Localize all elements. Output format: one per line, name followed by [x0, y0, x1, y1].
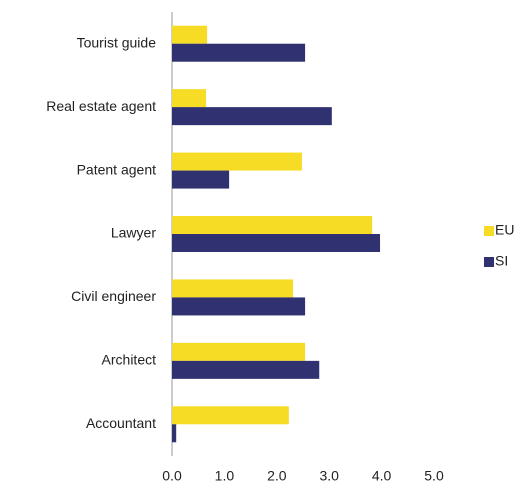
x-tick-label: 2.0	[267, 468, 287, 484]
bar	[172, 406, 289, 425]
legend-swatch	[484, 257, 494, 267]
legend-label: SI	[495, 253, 508, 269]
x-tick-label: 1.0	[215, 468, 235, 484]
y-tick-label: Accountant	[86, 415, 156, 431]
bar	[172, 234, 381, 252]
bar	[172, 424, 177, 443]
legend-swatch	[484, 226, 494, 236]
bar	[172, 360, 320, 379]
bar	[172, 297, 306, 316]
bar	[172, 279, 294, 298]
legend-label: EU	[495, 222, 514, 238]
bar	[172, 107, 332, 126]
y-tick-label: Tourist guide	[77, 34, 157, 50]
bar	[172, 89, 207, 108]
y-tick-label: Civil engineer	[71, 288, 156, 304]
y-tick-label: Lawyer	[111, 225, 156, 241]
x-tick-label: 4.0	[372, 468, 392, 484]
y-tick-label: Architect	[102, 352, 157, 368]
y-tick-label: Patent agent	[77, 161, 157, 177]
y-tick-label: Real estate agent	[46, 98, 156, 114]
bar	[172, 342, 306, 361]
bar	[172, 216, 373, 234]
bar	[172, 43, 306, 62]
bar	[172, 170, 230, 189]
bar	[172, 25, 208, 44]
x-tick-label: 0.0	[162, 468, 182, 484]
x-tick-label: 3.0	[319, 468, 339, 484]
x-tick-label: 5.0	[424, 468, 444, 484]
bar	[172, 152, 302, 171]
